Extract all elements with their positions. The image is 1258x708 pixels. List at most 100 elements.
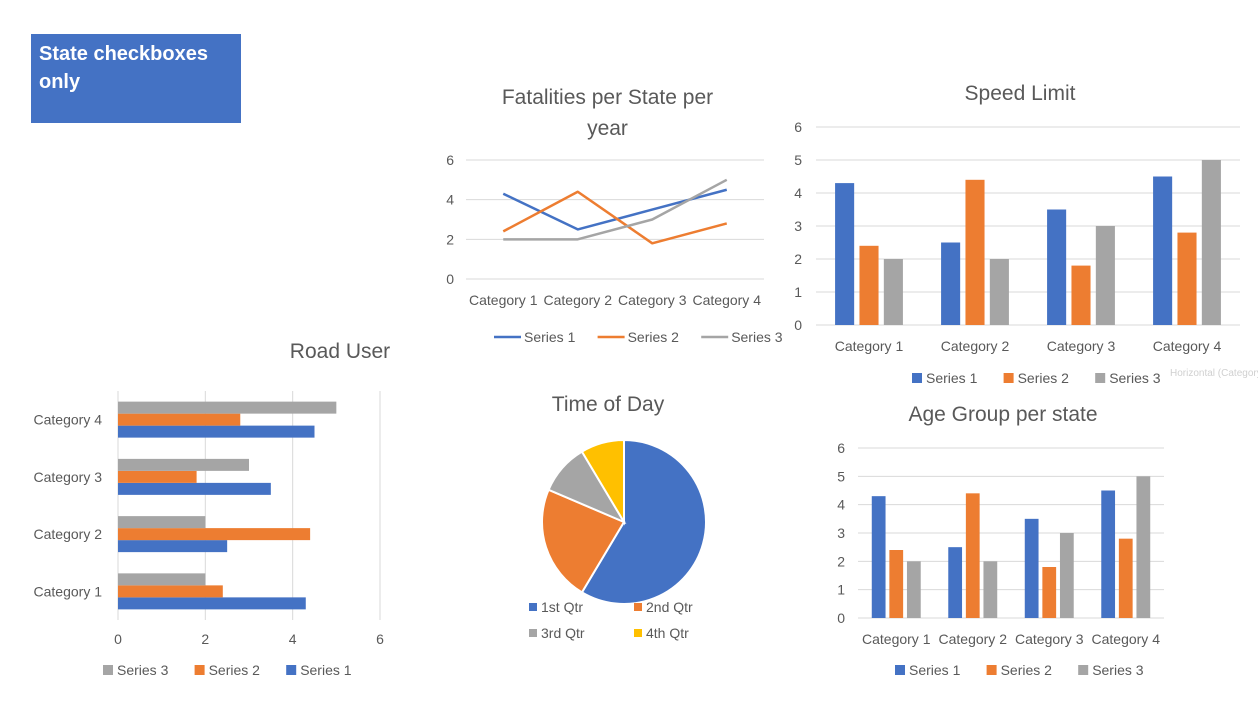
chart-title: Time of Day: [551, 393, 665, 416]
bar: [983, 561, 998, 618]
x-tick-label: Category 3: [1015, 631, 1084, 647]
legend-swatch: [103, 665, 113, 675]
legend-label: Series 2: [1001, 662, 1053, 678]
y-tick-label: 6: [837, 440, 845, 456]
legend-swatch: [912, 373, 922, 383]
x-tick-label: Category 3: [618, 292, 687, 308]
y-tick-label: Category 3: [34, 469, 103, 485]
bar: [1153, 176, 1173, 325]
bar: [118, 470, 197, 483]
x-tick-label: Category 4: [1153, 338, 1222, 354]
x-tick-label: 0: [114, 631, 122, 647]
legend-label: Series 3: [1092, 662, 1144, 678]
bar: [989, 259, 1009, 325]
bar: [118, 540, 228, 553]
legend-swatch: [286, 665, 297, 675]
y-tick-label: 2: [837, 553, 845, 569]
pie-slice: [541, 488, 626, 594]
bar: [906, 561, 921, 618]
y-tick-label: Category 1: [34, 583, 103, 599]
fatalities-plot: 0 2 4 6 Category 1 Category 2 Category 3 Catego…: [446, 152, 783, 345]
x-tick-label: Category 4: [693, 292, 762, 308]
pie-slice: [580, 438, 707, 605]
legend-label: Series 2: [209, 662, 261, 678]
bar: [871, 496, 886, 618]
legend-swatch: [1078, 665, 1089, 675]
x-tick-label: 4: [289, 631, 297, 647]
legend-swatch: [1003, 373, 1014, 383]
bar: [118, 413, 241, 426]
bar: [941, 242, 961, 325]
bar: [965, 179, 985, 325]
bar: [1136, 476, 1151, 618]
y-tick-label: 0: [794, 317, 802, 333]
series-line: [502, 188, 728, 231]
legend-label: Series 2: [628, 329, 680, 345]
bar: [1095, 226, 1115, 325]
legend-label: Series 3: [117, 662, 169, 678]
bar: [1177, 232, 1197, 325]
legend-swatch: [1095, 373, 1106, 383]
legend-label: Series 1: [300, 662, 352, 678]
x-tick-label: Category 1: [835, 338, 904, 354]
x-tick-label: Category 2: [544, 292, 613, 308]
time-of-day-plot: 1st Qtr 2nd Qtr 3rd Qtr 4th Qtr: [529, 438, 707, 641]
bar: [1059, 533, 1074, 618]
bar: [118, 516, 206, 529]
y-tick-label: 3: [794, 218, 802, 234]
pie-slice: [580, 438, 625, 526]
bar: [1024, 518, 1039, 618]
chart-title: Speed Limit: [964, 82, 1076, 105]
bar: [118, 573, 206, 586]
legend-label: Series 1: [926, 370, 978, 386]
y-tick-label: 2: [446, 231, 454, 247]
legend-label: 1st Qtr: [541, 599, 583, 615]
y-tick-label: 4: [837, 497, 845, 513]
y-tick-label: Category 2: [34, 526, 103, 542]
series-line: [503, 178, 728, 241]
speed-limit-plot: 0 1 2 3 4 5 6 Category 1 Category 2 Category 3 Cat…: [794, 119, 1240, 386]
legend-swatch: [634, 629, 642, 637]
x-tick-label: Category 1: [469, 292, 538, 308]
bar: [1071, 265, 1091, 325]
road-user-plot: 0 2 4 6 Category 1 Category 2 Category 3 Catego…: [34, 391, 384, 678]
bar: [948, 547, 963, 618]
y-tick-label: 2: [794, 251, 802, 267]
legend-swatch: [529, 629, 537, 637]
chart-title: Age Group per state: [908, 403, 1098, 426]
y-tick-label: 6: [794, 119, 802, 135]
x-tick-label: Category 3: [1047, 338, 1116, 354]
y-tick-label: 0: [837, 610, 845, 626]
note-text: State checkboxes only: [39, 43, 208, 93]
bar: [965, 493, 980, 618]
x-tick-label: 2: [201, 631, 209, 647]
y-tick-label: 6: [446, 152, 454, 168]
chart-title: Road User: [289, 340, 391, 363]
y-tick-label: 5: [837, 468, 845, 484]
y-tick-label: 0: [446, 271, 454, 287]
bar: [1201, 160, 1221, 325]
legend-swatch: [194, 665, 205, 675]
axis-tooltip: Horizontal (Category: [1170, 368, 1258, 379]
x-tick-label: Category 1: [862, 631, 931, 647]
y-tick-label: 1: [794, 284, 802, 300]
bar: [889, 550, 904, 618]
bar: [1042, 567, 1057, 618]
legend-label: 4th Qtr: [646, 625, 689, 641]
bar: [1118, 538, 1133, 618]
bar: [118, 482, 271, 495]
bar: [1047, 209, 1067, 325]
x-tick-label: Category 2: [941, 338, 1010, 354]
y-tick-label: 4: [794, 185, 802, 201]
bar: [118, 597, 306, 610]
bar: [118, 458, 249, 471]
x-tick-label: 6: [376, 631, 384, 647]
series-line: [502, 190, 728, 245]
note-box: State checkboxes only: [31, 34, 241, 123]
y-tick-label: Category 4: [34, 412, 103, 428]
chart-title: Fatalities per State per year: [501, 86, 714, 140]
bar: [118, 401, 337, 414]
x-tick-label: Category 4: [1092, 631, 1161, 647]
y-tick-label: 5: [794, 152, 802, 168]
bar: [883, 259, 903, 325]
